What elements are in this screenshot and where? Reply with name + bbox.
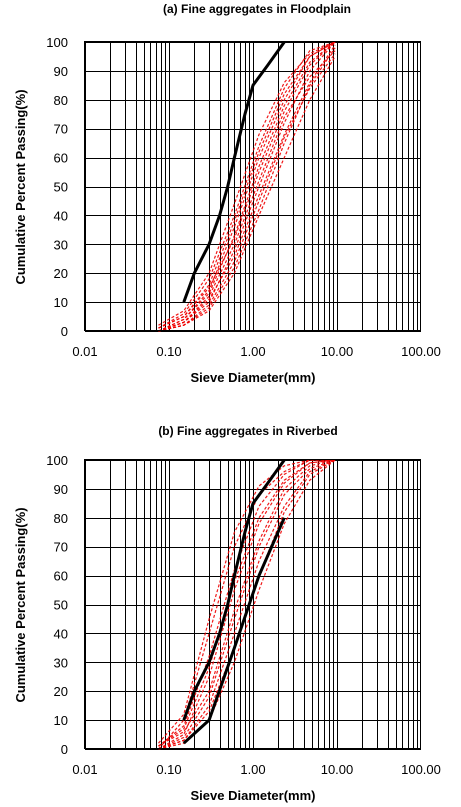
sample-curve-10 (158, 459, 336, 747)
chart-a-y-axis-label: Cumulative Percent Passing(%) (13, 89, 28, 284)
y-tick-label: 40 (54, 208, 68, 223)
envelope-curve-1 (182, 459, 286, 721)
y-tick-label: 50 (54, 598, 68, 613)
y-tick-label: 0 (61, 742, 68, 757)
x-tick-label: 0.01 (72, 344, 97, 359)
sample-curve-12 (158, 53, 336, 332)
chart-b-x-tick-labels: 0.01 0.10 1.00 10.00 100.00 (72, 762, 441, 777)
x-tick-label: 0.10 (156, 762, 181, 777)
sample-curve-7 (158, 459, 336, 744)
chart-b-grid (85, 460, 421, 750)
y-tick-label: 100 (46, 453, 68, 468)
chart-a-y-tick-labels: 0 10 20 30 40 50 60 70 80 90 100 (46, 35, 68, 339)
y-tick-label: 70 (54, 540, 68, 555)
y-tick-label: 100 (46, 35, 68, 50)
sample-curve-5 (158, 459, 336, 750)
sample-curve-8 (158, 459, 336, 750)
x-tick-label: 0.10 (156, 344, 181, 359)
sample-curve-1 (158, 41, 336, 332)
chart-b-y-tick-labels: 0 10 20 30 40 50 60 70 80 90 100 (46, 453, 68, 757)
sample-curve-8 (158, 56, 336, 332)
sample-curve-2 (158, 459, 336, 750)
y-tick-label: 60 (54, 569, 68, 584)
sample-curve-1 (158, 459, 336, 750)
y-tick-label: 40 (54, 626, 68, 641)
envelope-curve-2 (182, 517, 286, 745)
sample-curve-10 (158, 41, 336, 329)
y-tick-label: 30 (54, 655, 68, 670)
y-tick-label: 80 (54, 93, 68, 108)
chart-b-y-axis-label: Cumulative Percent Passing(%) (13, 507, 28, 702)
chart-a: (a) Fine aggregates in Floodplain 0 10 20 3… (13, 2, 441, 385)
chart-a-x-tick-labels: 0.01 0.10 1.00 10.00 100.00 (72, 344, 441, 359)
chart-a-plot-frame (84, 41, 421, 331)
x-tick-label: 100.00 (401, 344, 441, 359)
x-tick-label: 10.00 (321, 762, 354, 777)
x-tick-label: 1.00 (240, 344, 265, 359)
sample-curve-11 (158, 44, 336, 332)
y-tick-label: 80 (54, 511, 68, 526)
x-tick-label: 1.00 (240, 762, 265, 777)
y-tick-label: 90 (54, 482, 68, 497)
chart-a-envelope (182, 41, 286, 303)
chart-a-samples (158, 41, 336, 332)
chart-b-envelope (182, 459, 286, 745)
chart-b-x-axis-label: Sieve Diameter(mm) (191, 788, 316, 803)
chart-a-x-axis-label: Sieve Diameter(mm) (191, 370, 316, 385)
y-tick-label: 20 (54, 266, 68, 281)
chart-b: (b) Fine aggregates in Riverbed 0 10 20 30 4… (13, 424, 441, 803)
chart-b-samples (158, 459, 336, 750)
y-tick-label: 10 (54, 295, 68, 310)
y-tick-label: 70 (54, 122, 68, 137)
sample-curve-7 (158, 41, 336, 326)
y-tick-label: 90 (54, 64, 68, 79)
chart-a-grid (85, 42, 421, 332)
x-tick-label: 10.00 (321, 344, 354, 359)
y-tick-label: 0 (61, 324, 68, 339)
sample-curve-9 (158, 459, 336, 750)
envelope-curve-1 (182, 41, 286, 303)
y-tick-label: 10 (54, 713, 68, 728)
sample-curve-6 (158, 459, 336, 747)
chart-b-title: (b) Fine aggregates in Riverbed (158, 424, 337, 438)
x-tick-label: 0.01 (72, 762, 97, 777)
chart-b-plot-frame (84, 459, 421, 749)
sample-curve-4 (158, 459, 336, 750)
y-tick-label: 20 (54, 684, 68, 699)
y-tick-label: 30 (54, 237, 68, 252)
chart-a-title: (a) Fine aggregates in Floodplain (163, 2, 351, 16)
sample-curve-3 (158, 459, 336, 747)
sample-curve-5 (158, 41, 336, 329)
sample-curve-3 (158, 41, 336, 329)
y-tick-label: 50 (54, 180, 68, 195)
y-tick-label: 60 (54, 151, 68, 166)
x-tick-label: 100.00 (401, 762, 441, 777)
